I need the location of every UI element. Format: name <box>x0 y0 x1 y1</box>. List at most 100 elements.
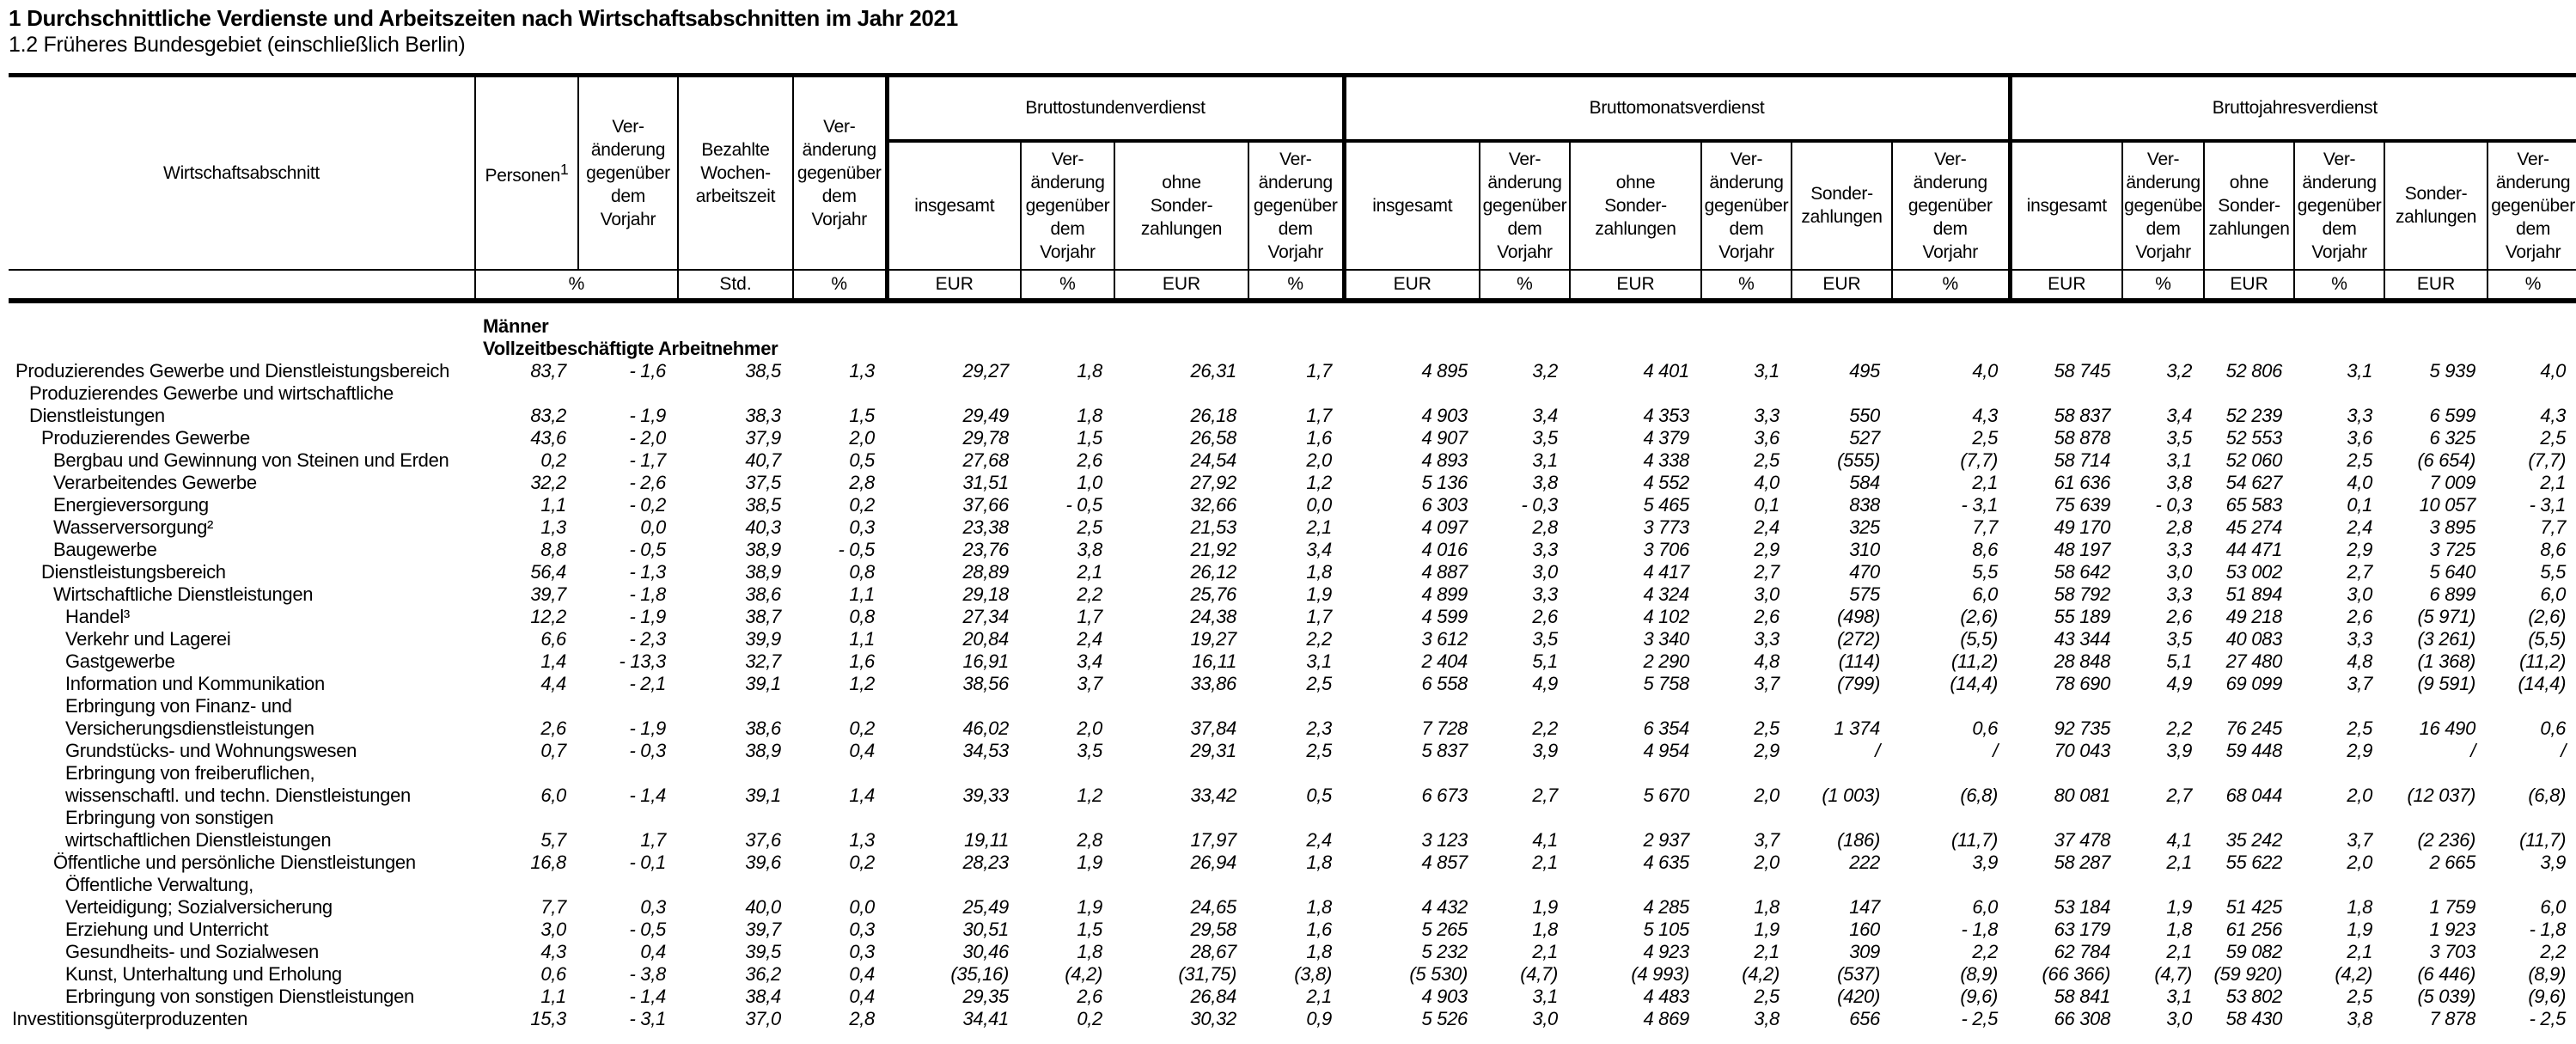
cell-value: (9,6) <box>2528 985 2567 1007</box>
cell-value: 28,23 <box>962 851 1009 873</box>
cell-value: 5 670 <box>1643 784 1689 806</box>
cell-value: 58 745 <box>2054 359 2111 382</box>
col-header-monat-change: Ver- änderung gegenüber dem Vorjahr <box>1479 140 1570 270</box>
col-header-stunden-ohne-sonderzahlungen: ohne Sonder- zahlungen <box>1114 140 1248 270</box>
cell-value: 55 622 <box>2225 851 2283 873</box>
cell-value: 1,8 <box>1077 940 1102 962</box>
cell-value: 4 016 <box>1421 538 1468 560</box>
cell-value: (4,2) <box>1065 962 1102 985</box>
cell-value: - 0,2 <box>629 493 666 516</box>
cell-value: (12 037) <box>2407 784 2476 806</box>
cell-value: 1,5 <box>849 404 875 426</box>
cell-value: 52 060 <box>2225 449 2283 471</box>
cell-value: 53 002 <box>2225 560 2283 583</box>
cell-value: 34,53 <box>962 739 1009 761</box>
cell-value: 6 673 <box>1421 784 1468 806</box>
cell-value: 65 583 <box>2225 493 2283 516</box>
cell-value: 52 239 <box>2225 404 2283 426</box>
cell-value: 0,4 <box>849 739 875 761</box>
cell-value: 3,8 <box>2347 1007 2373 1029</box>
cell-value: 1,1 <box>540 985 566 1007</box>
cell-value: 4,3 <box>2540 404 2567 426</box>
cell-value: 28 848 <box>2054 650 2111 672</box>
cell-value: (555) <box>1837 449 1880 471</box>
col-header-jahr-sonder-change: Ver- änderung gegenüber dem Vorjahr <box>2487 140 2576 270</box>
cell-value: (799) <box>1837 672 1880 694</box>
cell-value: 32,7 <box>745 650 781 672</box>
cell-value: 26,84 <box>1190 985 1236 1007</box>
cell-value: 2,5 <box>1754 449 1779 471</box>
cell-value: 16,91 <box>962 650 1009 672</box>
col-header-jahr-sonderzahlungen: Sonder- zahlungen <box>2384 140 2488 270</box>
cell-value: 4,1 <box>2166 828 2193 851</box>
table-row: Bergbau und Gewinnung von Steinen und Er… <box>9 449 2576 472</box>
cell-value: 38,6 <box>745 717 781 739</box>
cell-value: 2,7 <box>1754 560 1779 583</box>
cell-value: (114) <box>1838 650 1881 672</box>
cell-value: 92 735 <box>2054 717 2111 739</box>
cell-value: 38,9 <box>745 538 781 560</box>
cell-value: 5,1 <box>1532 650 1558 672</box>
cell-value: 3,4 <box>1306 538 1332 560</box>
cell-value: 2,5 <box>1754 717 1779 739</box>
cell-value: 2,5 <box>1972 426 1999 449</box>
cell-value: 3,7 <box>2347 828 2373 851</box>
cell-value: - 1,7 <box>629 449 666 471</box>
unit-cell: EUR <box>1569 268 1701 303</box>
cell-value: 1 374 <box>1834 717 1880 739</box>
cell-value: 39,7 <box>745 918 781 940</box>
cell-value: 2,9 <box>1754 538 1779 560</box>
cell-value: - 2,3 <box>629 627 666 650</box>
cell-value: 6,0 <box>2540 583 2567 605</box>
cell-value: 6,0 <box>2540 895 2567 918</box>
cell-value: 3,2 <box>2166 359 2193 382</box>
cell-value: 2,5 <box>2347 985 2373 1007</box>
cell-value: 38,56 <box>962 672 1009 694</box>
cell-value: 51 894 <box>2225 583 2283 605</box>
cell-value: 2,5 <box>2347 449 2373 471</box>
cell-value: 3,1 <box>2347 359 2373 382</box>
cell-value: 5 758 <box>1643 672 1689 694</box>
cell-value: 5 640 <box>2429 560 2476 583</box>
cell-value: 1,1 <box>849 627 875 650</box>
cell-value: (5 530) <box>1409 962 1468 985</box>
cell-value: (4,2) <box>1742 962 1779 985</box>
cell-value: 3,3 <box>2347 627 2373 650</box>
cell-value: 0,5 <box>849 449 875 471</box>
col-header-monat-ohne-sonderzahlungen: ohne Sonder- zahlungen <box>1569 140 1701 270</box>
cell-value: 2,6 <box>1077 985 1102 1007</box>
cell-value: 56,4 <box>530 560 566 583</box>
cell-value: 2,1 <box>1077 560 1102 583</box>
cell-value: 59 082 <box>2225 940 2283 962</box>
cell-value: (31,75) <box>1178 962 1236 985</box>
cell-value: 2,0 <box>1754 784 1779 806</box>
row-label: Erbringung von sonstigen wirtschaftliche… <box>65 806 332 851</box>
cell-value: 4 379 <box>1643 426 1689 449</box>
table-row: Grundstücks- und Wohnungswesen 0,7 - 0,3 38… <box>9 740 2576 762</box>
table-header: Wirtschaftsabschnitt Personen1 Ver- ände… <box>9 75 2576 303</box>
col-header-monat-ohne-change: Ver- änderung gegenüber dem Vorjahr <box>1700 140 1792 270</box>
section-header-row: Männer Vollzeitbeschäftigte Arbeitnehmer <box>9 301 2576 360</box>
cell-value: 2,8 <box>1077 828 1102 851</box>
cell-value: 0,0 <box>1306 493 1332 516</box>
cell-value: 68 044 <box>2225 784 2283 806</box>
cell-value: 6 354 <box>1643 717 1689 739</box>
cell-value: 1,9 <box>2347 918 2373 940</box>
cell-value: 2,6 <box>2347 605 2373 627</box>
cell-value: 3,0 <box>2166 1007 2193 1029</box>
cell-value: 2,1 <box>2166 851 2193 873</box>
table-row: Dienstleistungsbereich 56,4 - 1,3 38,9 0,8 28… <box>9 561 2576 583</box>
cell-value: 1,3 <box>849 828 875 851</box>
cell-value: 4 887 <box>1421 560 1468 583</box>
cell-value: 38,5 <box>745 359 781 382</box>
cell-value: 3,9 <box>1532 739 1558 761</box>
cell-value: 3 725 <box>2429 538 2476 560</box>
cell-value: 37,0 <box>745 1007 781 1029</box>
cell-value: 309 <box>1849 940 1880 962</box>
section-header-cell: Männer Vollzeitbeschäftigte Arbeitnehmer <box>9 301 2576 360</box>
cell-value: 325 <box>1849 516 1880 538</box>
cell-value: 4 417 <box>1643 560 1689 583</box>
cell-value: 80 081 <box>2054 784 2111 806</box>
cell-value: 8,6 <box>2540 538 2567 560</box>
cell-value: - 3,1 <box>629 1007 666 1029</box>
